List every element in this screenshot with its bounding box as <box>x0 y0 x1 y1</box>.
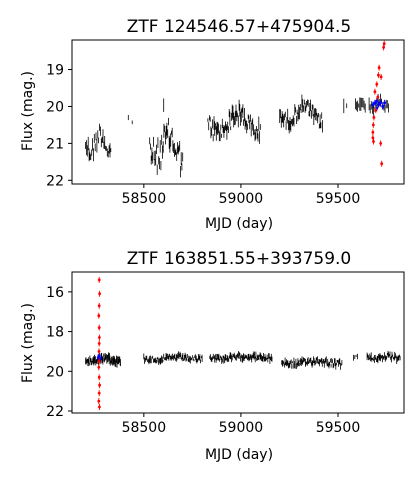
y-tick-label: 16 <box>46 285 64 301</box>
data-point <box>373 99 377 106</box>
series-1 <box>96 352 102 362</box>
data-point <box>383 99 386 106</box>
plot-frame <box>71 271 405 414</box>
x-tick-label: 58500 <box>122 420 167 436</box>
data-point <box>97 364 101 371</box>
x-tick-label: 59500 <box>316 191 361 207</box>
data-point <box>97 302 101 309</box>
chart-top: ZTF 124546.57+475904.5 58500 59000 59500 19… <box>20 17 405 232</box>
data-point <box>375 81 379 88</box>
x-tick-label: 59000 <box>219 191 264 207</box>
data-point <box>376 94 380 101</box>
data-point <box>97 348 101 355</box>
data-point <box>97 390 101 397</box>
series-2 <box>371 40 386 167</box>
data-point <box>373 88 377 95</box>
data-point <box>379 73 383 80</box>
data-point <box>97 324 101 331</box>
chart-bottom-x-axis-label: MJD (day) <box>205 447 273 463</box>
data-point <box>97 312 101 319</box>
data-point <box>371 101 375 108</box>
data-point <box>97 398 101 405</box>
x-tick-label: 58500 <box>122 191 167 207</box>
data-point <box>98 382 101 389</box>
y-tick-label: 22 <box>46 404 64 420</box>
chart-bottom-title: ZTF 163851.55+393759.0 <box>127 249 352 269</box>
series-0 <box>85 93 389 178</box>
data-point <box>98 334 101 341</box>
x-tick-label: 59500 <box>316 420 361 436</box>
y-tick-label: 18 <box>46 325 64 341</box>
data-point <box>374 107 378 114</box>
data-point <box>381 103 384 110</box>
y-tick-label: 20 <box>46 364 64 380</box>
data-point <box>371 129 375 136</box>
data-point <box>371 121 375 128</box>
data-point <box>377 64 381 71</box>
data-point <box>97 374 101 381</box>
data-point <box>97 340 101 347</box>
series-0 <box>85 350 401 370</box>
y-tick-label: 19 <box>46 63 64 79</box>
plot-frame <box>71 39 405 185</box>
data-point <box>379 99 383 106</box>
data-point <box>372 114 376 121</box>
chart-top-plot-area: 58500 59000 59500 19 20 21 22 <box>46 39 405 207</box>
data-point <box>382 40 386 47</box>
chart-top-x-axis-label: MJD (day) <box>205 216 273 232</box>
data-point <box>97 358 101 365</box>
chart-top-y-axis-label: Flux (mag.) <box>20 71 36 151</box>
data-point <box>98 290 101 297</box>
y-tick-label: 20 <box>46 99 64 115</box>
series-2 <box>97 276 101 410</box>
chart-top-title: ZTF 124546.57+475904.5 <box>127 17 352 37</box>
data-point <box>377 72 380 79</box>
data-point <box>379 140 383 147</box>
data-point <box>372 138 375 145</box>
y-tick-label: 22 <box>46 173 64 189</box>
chart-bottom: ZTF 163851.55+393759.0 58500 59000 59500 16… <box>20 249 405 463</box>
y-tick-label: 21 <box>46 136 64 152</box>
data-point <box>97 276 101 283</box>
x-tick-label: 59000 <box>219 420 264 436</box>
data-point <box>377 101 381 108</box>
chart-bottom-plot-area: 58500 59000 59500 16 18 20 22 <box>46 271 405 436</box>
data-point <box>98 404 101 410</box>
chart-bottom-y-axis-label: Flux (mag.) <box>20 303 36 383</box>
data-point <box>380 160 384 167</box>
